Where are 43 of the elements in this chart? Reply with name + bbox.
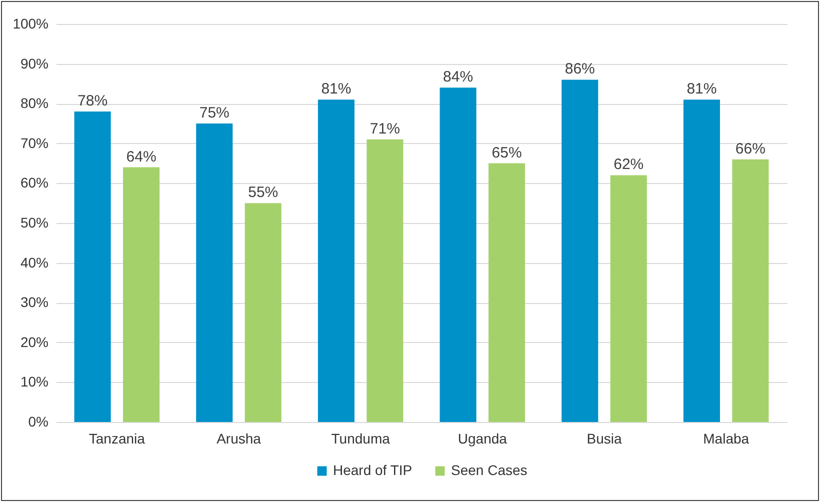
x-tick-label: Busia [586, 430, 622, 446]
bar [488, 163, 526, 422]
x-tick-label: Malaba [703, 430, 750, 446]
y-tick-label: 0% [28, 414, 48, 430]
y-tick-label: 90% [20, 55, 48, 72]
data-label: 78% [78, 92, 108, 110]
data-label: 81% [321, 80, 352, 98]
bar [244, 203, 282, 422]
x-tick-label: Tunduma [331, 430, 390, 446]
data-label: 81% [686, 80, 717, 98]
data-label: 66% [735, 140, 766, 158]
data-label: 62% [614, 156, 644, 174]
y-tick-label: 80% [20, 95, 48, 112]
bar [366, 139, 404, 422]
x-tick-label: Arusha [216, 430, 262, 446]
data-label: 64% [126, 148, 156, 166]
data-label: 55% [248, 184, 278, 202]
x-tick-label: Tanzania [88, 430, 146, 446]
bar [318, 100, 354, 422]
bar [440, 88, 476, 422]
data-label: 71% [370, 120, 400, 138]
data-label: 86% [564, 60, 595, 78]
bar [732, 159, 769, 422]
legend-label: Seen Cases [451, 462, 528, 478]
y-tick-label: 60% [20, 174, 48, 191]
y-tick-label: 50% [20, 214, 48, 230]
bar [610, 175, 647, 422]
bar [196, 124, 233, 422]
y-tick-label: 30% [20, 294, 48, 310]
y-tick-label: 10% [20, 374, 48, 390]
bar [123, 167, 160, 422]
legend-label: Heard of TIP [333, 462, 412, 478]
x-tick-label: Uganda [458, 430, 508, 446]
data-label: 75% [199, 104, 230, 122]
bar [562, 80, 598, 422]
bar [74, 112, 111, 422]
data-label: 84% [443, 68, 474, 86]
y-tick-label: 70% [20, 134, 48, 151]
y-tick-label: 20% [20, 334, 48, 350]
bar [683, 100, 720, 422]
y-tick-label: 100% [12, 16, 48, 32]
y-tick-label: 40% [20, 254, 48, 270]
data-label: 65% [492, 144, 522, 162]
